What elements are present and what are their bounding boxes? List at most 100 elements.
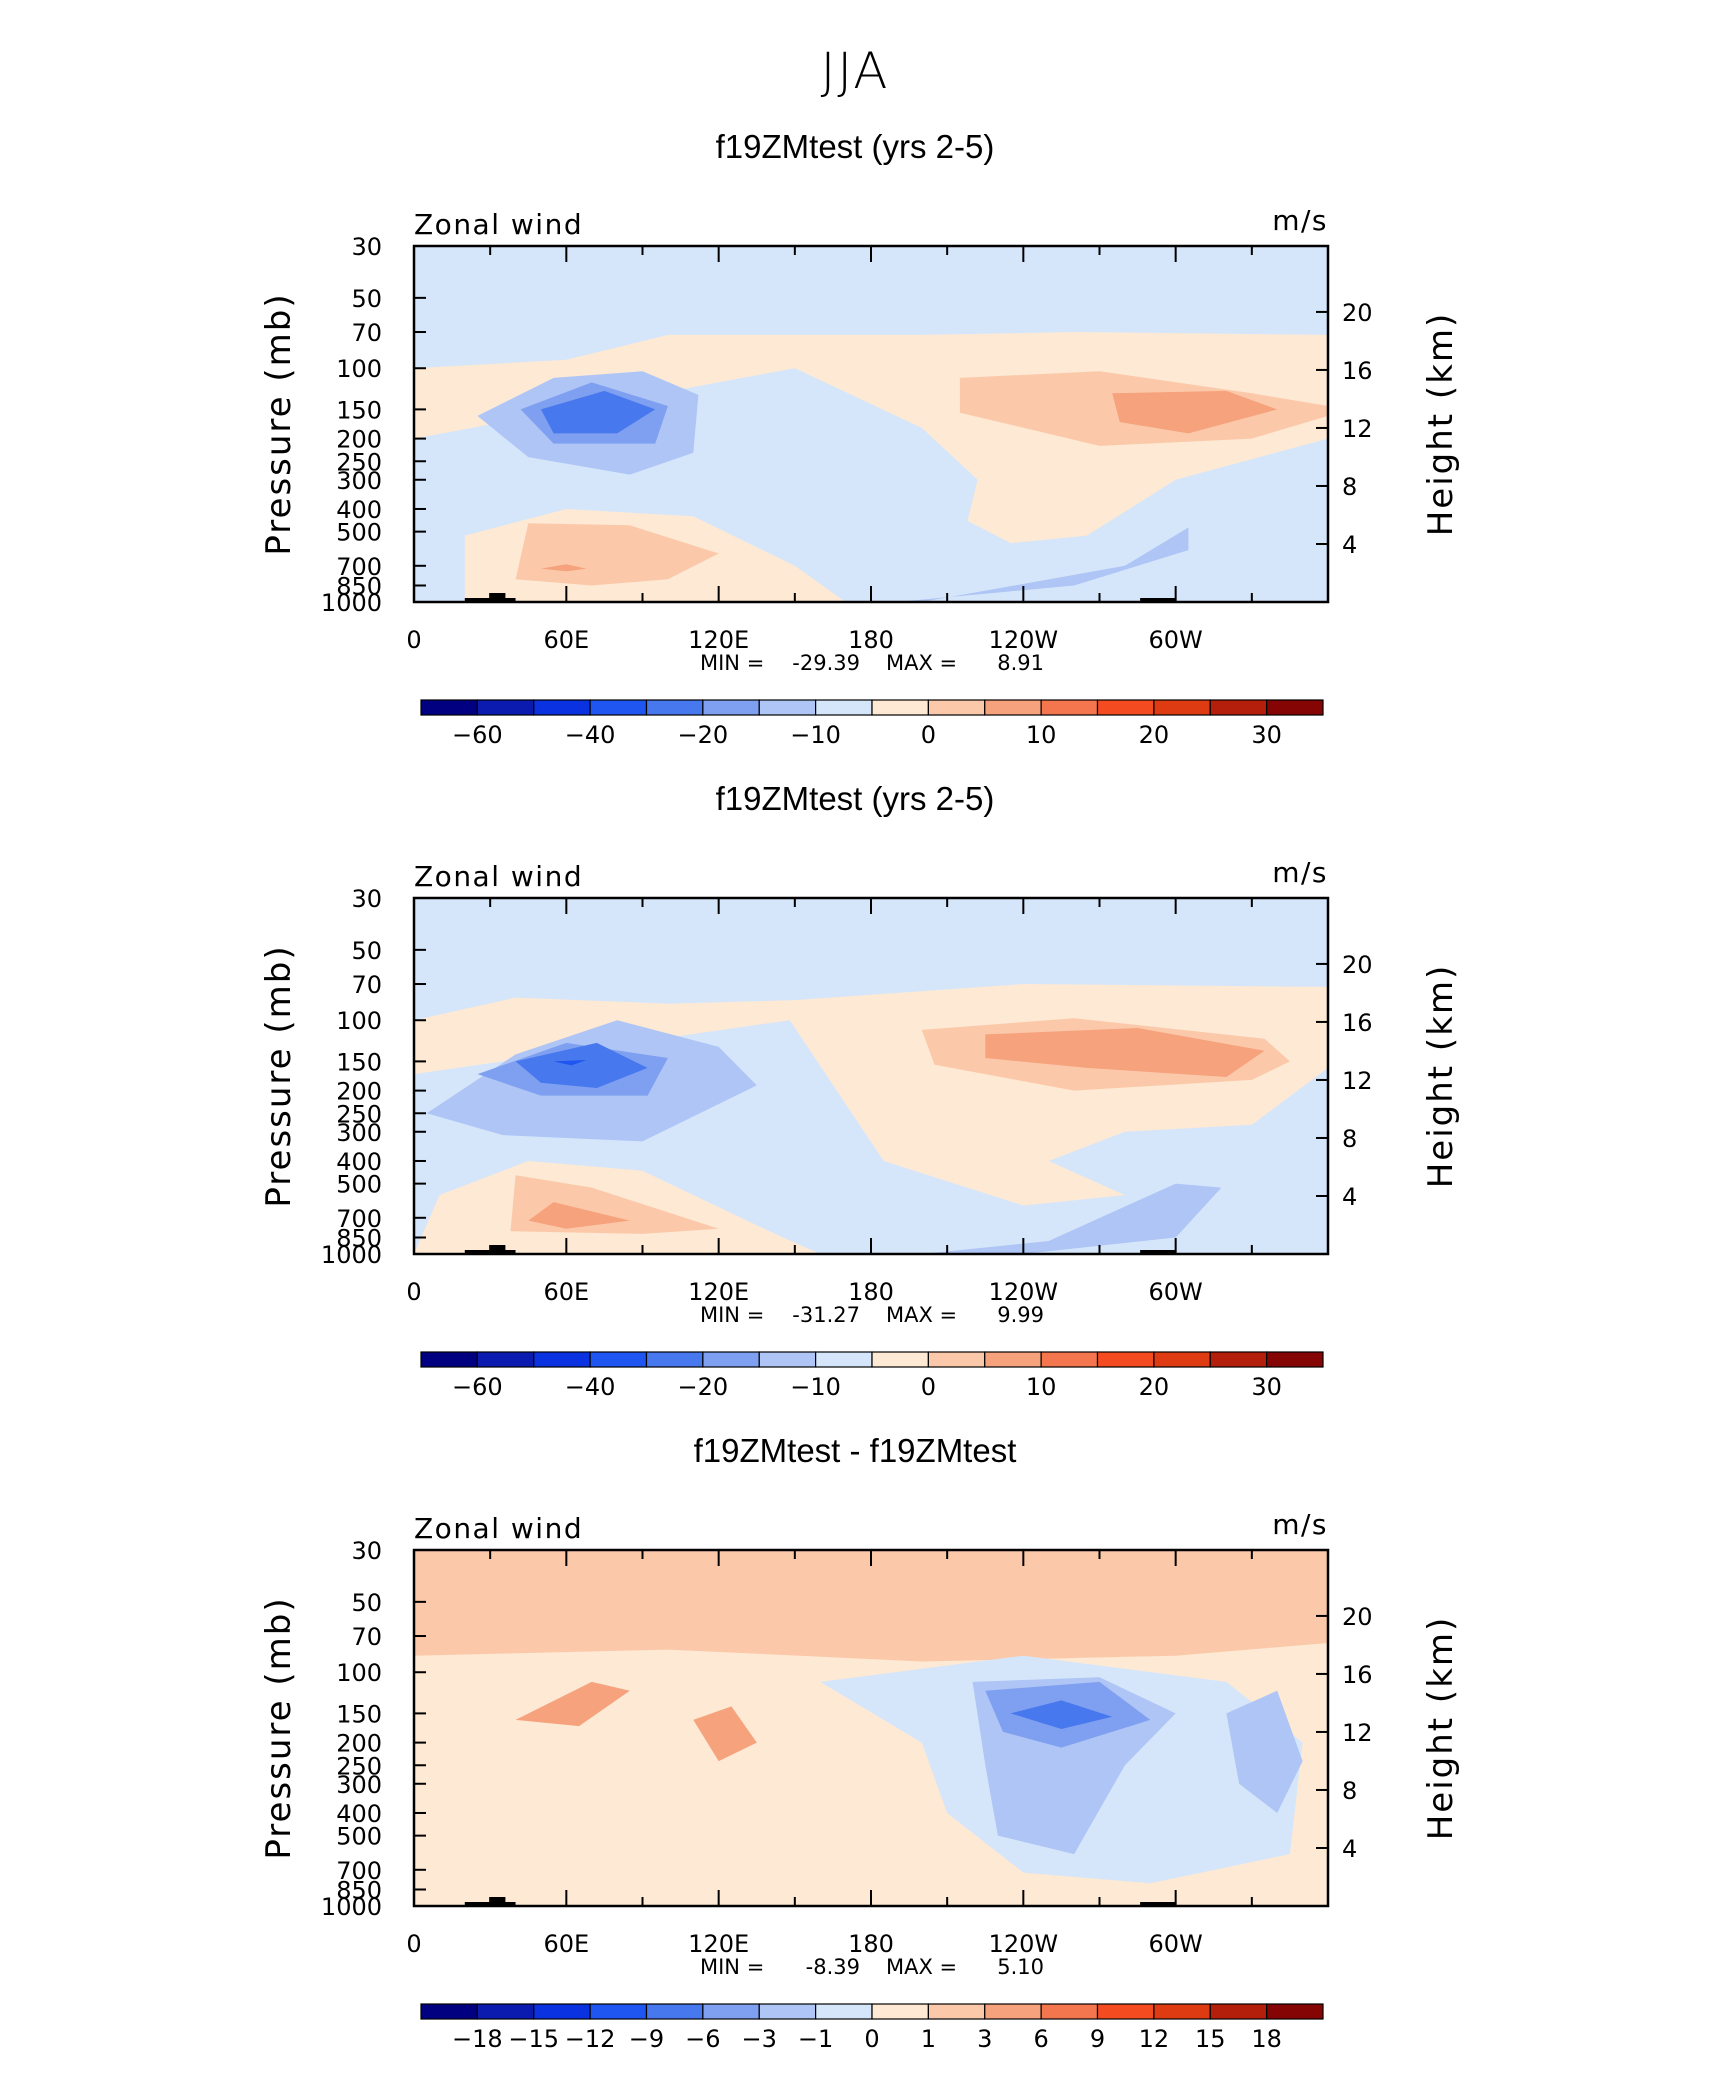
max-value: 9.99	[997, 1303, 1044, 1327]
max-label: MAX =	[886, 651, 957, 675]
y-tick-label: 400	[336, 1800, 382, 1828]
contour-positive-lower-max	[540, 564, 587, 572]
colorbar-label: −6	[685, 2025, 720, 2052]
colorbar-swatch	[589, 699, 648, 716]
colorbar-swatch	[984, 699, 1042, 716]
y-tick-label: 250	[336, 1752, 382, 1780]
colorbar-swatch	[476, 2003, 535, 2020]
x-tick-label: 120W	[989, 1930, 1059, 1958]
colorbar-swatch	[645, 2003, 704, 2020]
y-tick-label: 700	[336, 553, 382, 581]
y-tick-label: 200	[336, 426, 382, 454]
colorbar-label: −20	[678, 1373, 729, 1400]
topography	[490, 593, 506, 602]
colorbar-swatch	[815, 699, 873, 716]
y-tick-label: 50	[351, 937, 382, 965]
min-label: MIN =	[700, 651, 764, 675]
colorbar-swatch	[758, 699, 817, 716]
y-tick-label: 700	[336, 1857, 382, 1885]
colorbar-swatch	[702, 1351, 760, 1368]
colorbar-swatch	[420, 699, 478, 716]
y-tick-label: 400	[336, 496, 382, 524]
y-tick-label: 1000	[321, 589, 382, 617]
y-tick-label: 700	[336, 1205, 382, 1233]
y-tick-label: 30	[351, 233, 382, 261]
x-tick-label: 60E	[543, 1278, 589, 1306]
colorbar-swatch	[984, 2003, 1042, 2020]
colorbar-swatch	[476, 1351, 535, 1368]
colorbar-swatch	[1209, 2003, 1268, 2020]
topography	[1140, 1902, 1176, 1906]
units-label: m/s	[1272, 1508, 1328, 1541]
colorbar-swatch	[589, 2003, 648, 2020]
panel-title: f19ZMtest - f19ZMtest	[693, 1432, 1017, 1469]
x-tick-label: 120E	[688, 1930, 749, 1958]
right-tick-label: 16	[1342, 1009, 1373, 1037]
chart-1: 0 60E 120E 180 120W 60W3050701001502002503004…	[259, 204, 1461, 748]
colorbar-swatch	[1040, 699, 1099, 716]
y-tick-label: 250	[336, 448, 382, 476]
colorbar-label: −9	[629, 2025, 664, 2052]
y-tick-label: 70	[351, 319, 382, 347]
colorbar-swatch	[476, 699, 535, 716]
colorbar-swatch	[420, 1351, 478, 1368]
colorbar-label: 30	[1251, 1373, 1282, 1400]
colorbar-swatch	[1153, 2003, 1211, 2020]
colorbar-label: 0	[921, 721, 936, 748]
y-tick-label: 100	[336, 1007, 382, 1035]
y-tick-label: 150	[336, 396, 382, 424]
colorbar-label: −20	[678, 721, 729, 748]
x-tick-label: 180	[848, 626, 894, 654]
colorbar-label: 9	[1090, 2025, 1105, 2052]
contour-positive-central-max	[693, 1706, 757, 1762]
right-tick-label: 20	[1342, 299, 1373, 327]
y-tick-label: 500	[336, 1171, 382, 1199]
y-tick-label: 70	[351, 971, 382, 999]
colorbar-label: −40	[565, 1373, 616, 1400]
right-tick-label: 8	[1342, 1777, 1357, 1805]
colorbar-label: −1	[798, 2025, 833, 2052]
contour-negative-far-east	[1226, 1690, 1303, 1813]
colorbar-swatch	[758, 2003, 817, 2020]
colorbar-label: 20	[1139, 1373, 1170, 1400]
x-tick-label: 120W	[989, 626, 1059, 654]
panel-2: f19ZMtest (yrs 2-5) 0 60E 120E 180 120W 60W 30…	[0, 780, 1710, 1430]
max-label: MAX =	[886, 1303, 957, 1327]
colorbar-swatch	[645, 1351, 704, 1368]
y-axis-label: Pressure (mb)	[259, 292, 299, 555]
colorbar-swatch	[871, 2003, 929, 2020]
x-tick-label: 120E	[688, 1278, 749, 1306]
max-value: 5.10	[997, 1955, 1044, 1979]
colorbar-swatch	[702, 2003, 760, 2020]
units-label: m/s	[1272, 856, 1328, 889]
y-tick-label: 300	[336, 467, 382, 495]
contour-positive-west-max	[515, 1681, 630, 1727]
colorbar-label: 30	[1251, 721, 1282, 748]
colorbar-swatch	[1096, 1351, 1155, 1368]
min-value: -8.39	[806, 1955, 860, 1979]
y-tick-label: 100	[336, 355, 382, 383]
colorbar-swatch	[1153, 1351, 1211, 1368]
colorbar-label: 6	[1033, 2025, 1048, 2052]
contour-positive-lower-max	[528, 1202, 630, 1229]
panel-title: f19ZMtest (yrs 2-5)	[715, 128, 995, 165]
y-tick-label: 1000	[321, 1893, 382, 1921]
colorbar-swatch	[589, 1351, 648, 1368]
x-tick-label: 0	[406, 626, 421, 654]
y-tick-label: 70	[351, 1623, 382, 1651]
y-tick-label: 850	[336, 1877, 382, 1905]
colorbar-label: 10	[1026, 1373, 1057, 1400]
panel-3: f19ZMtest - f19ZMtest 0 60E 120E 180 120W 60W…	[0, 1432, 1710, 2082]
right-tick-label: 4	[1342, 1183, 1357, 1211]
colorbar-label: 10	[1026, 721, 1057, 748]
contour-field	[414, 332, 1328, 602]
colorbar-swatch	[815, 2003, 873, 2020]
colorbar-swatch	[1153, 699, 1211, 716]
right-tick-label: 4	[1342, 531, 1357, 559]
right-axis-label: Height (km)	[1421, 964, 1461, 1189]
colorbar-label: −12	[565, 2025, 616, 2052]
colorbar-label: 20	[1139, 721, 1170, 748]
colorbar-swatch	[815, 1351, 873, 1368]
x-tick-label: 60E	[543, 626, 589, 654]
figure-title: JJA	[820, 42, 890, 100]
